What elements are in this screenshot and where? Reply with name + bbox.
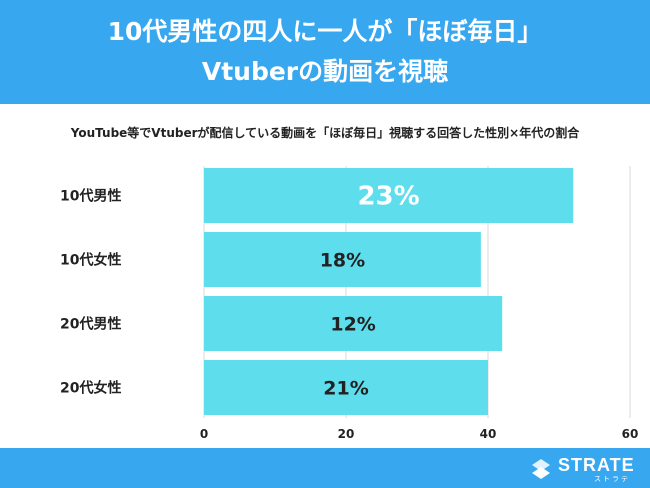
bar xyxy=(204,296,503,351)
category-label: 20代女性 xyxy=(60,380,121,397)
data-labels: 23% 18% 12% 21% xyxy=(320,182,420,400)
header-banner: 10代男性の四人に一人が「ほぼ毎日」 Vtuberの動画を視聴 xyxy=(0,0,650,104)
bar xyxy=(204,360,488,415)
brand-subname: ストラテ xyxy=(594,475,630,483)
data-label: 18% xyxy=(320,250,365,272)
strate-logo-icon xyxy=(532,459,550,479)
data-label: 23% xyxy=(357,182,419,212)
bar-chart: 23% 18% 12% 21% 10代男性 10代女性 20代男性 20代女性 0 20 40 6… xyxy=(60,166,639,440)
category-label: 10代男性 xyxy=(60,188,121,205)
bar xyxy=(204,168,574,223)
x-tick-label: 0 xyxy=(200,427,208,440)
category-label: 20代男性 xyxy=(60,316,121,333)
data-label: 12% xyxy=(330,314,375,336)
x-tick-label: 40 xyxy=(480,427,497,440)
strate-logo: STRATE ストラテ xyxy=(528,454,638,484)
brand-name: STRATE xyxy=(558,455,635,475)
x-tick-label: 20 xyxy=(338,427,355,440)
data-label: 21% xyxy=(323,378,368,400)
headline-line-2: Vtuberの動画を視聴 xyxy=(201,57,449,86)
bars xyxy=(204,168,574,415)
x-axis-ticks: 0 20 40 60 xyxy=(200,427,639,440)
bar xyxy=(204,232,481,287)
footer-bar: STRATE ストラテ xyxy=(0,448,650,488)
category-label: 10代女性 xyxy=(60,252,121,269)
headline-line-1: 10代男性の四人に一人が「ほぼ毎日」 xyxy=(107,17,543,46)
chart-title: YouTube等でVtuberが配信している動画を「ほぼ毎日」視聴する回答した性… xyxy=(70,126,580,140)
x-tick-label: 60 xyxy=(622,427,639,440)
category-labels: 10代男性 10代女性 20代男性 20代女性 xyxy=(60,188,121,397)
